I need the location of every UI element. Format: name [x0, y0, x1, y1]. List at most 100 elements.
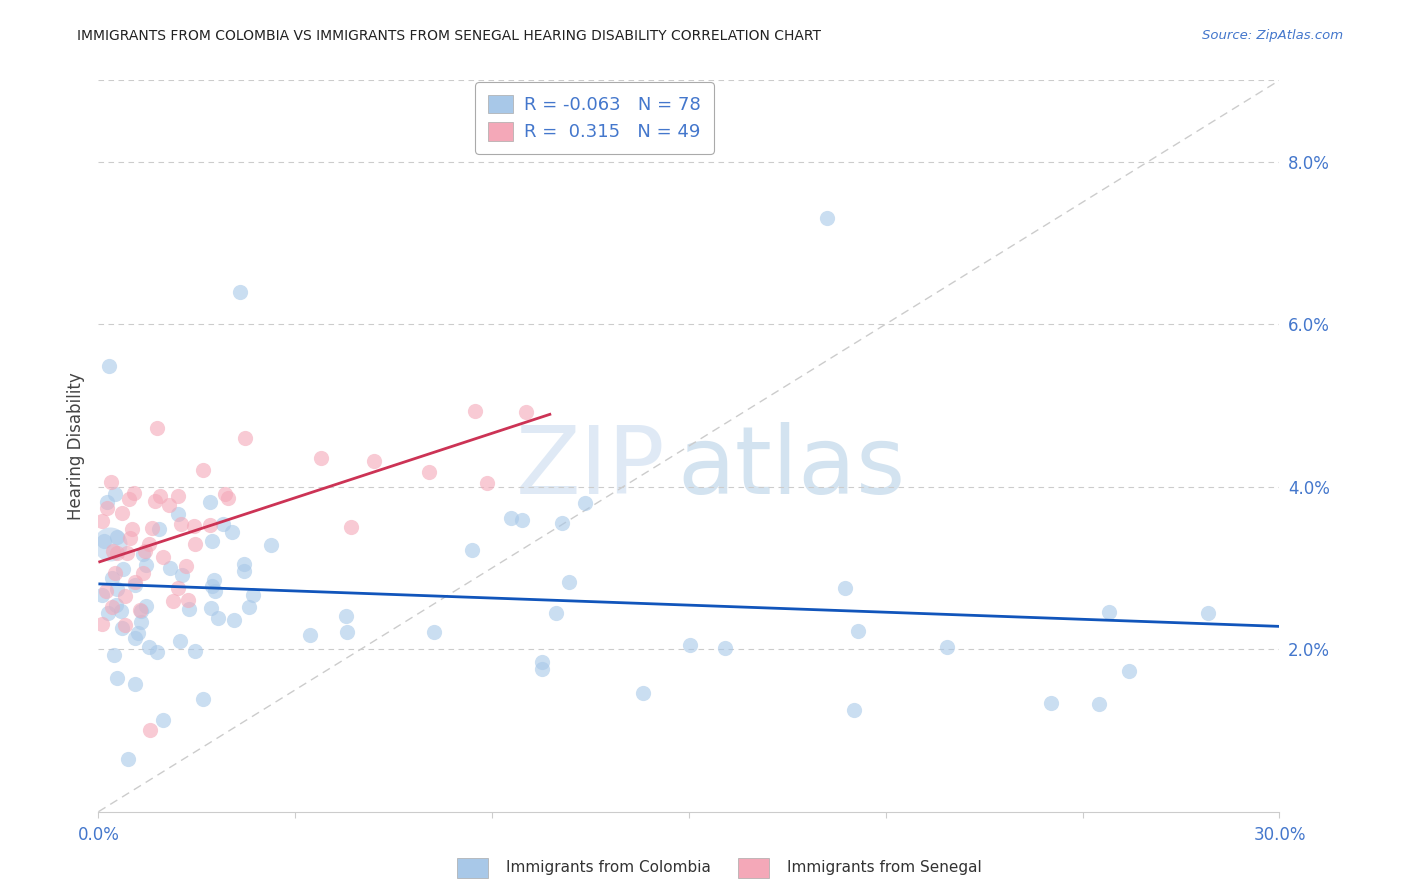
Point [111, 622, 134, 636]
Point [152, 713, 174, 727]
Point [159, 561, 181, 575]
Point [183, 519, 205, 533]
Point [242, 588, 264, 602]
Text: Source: ZipAtlas.com: Source: ZipAtlas.com [1202, 29, 1343, 42]
Point [460, 543, 482, 558]
Point [96, 501, 118, 516]
Point [1088, 697, 1111, 711]
Point [98, 359, 121, 373]
Point [678, 638, 700, 652]
Point [124, 578, 146, 592]
Point [152, 550, 174, 565]
Point [183, 644, 205, 658]
Point [170, 516, 193, 531]
Point [557, 575, 579, 590]
Y-axis label: Hearing Disability: Hearing Disability [66, 372, 84, 520]
Point [1197, 606, 1219, 620]
Point [815, 211, 838, 226]
Point [145, 645, 167, 659]
Point [551, 516, 574, 530]
Point [167, 581, 190, 595]
Point [114, 617, 136, 632]
Point [221, 525, 243, 540]
Point [148, 522, 170, 536]
Point [714, 641, 737, 656]
Text: atlas: atlas [678, 422, 905, 514]
Text: Immigrants from Senegal: Immigrants from Senegal [787, 860, 983, 874]
Point [112, 562, 135, 576]
Point [118, 492, 141, 507]
Point [107, 530, 129, 544]
Point [103, 648, 125, 662]
Point [96, 606, 118, 620]
Point [110, 604, 132, 618]
Point [104, 566, 127, 580]
Point [138, 640, 160, 655]
Point [177, 601, 200, 615]
Point [846, 624, 869, 638]
Text: ZIP: ZIP [516, 422, 665, 514]
Point [93, 533, 115, 548]
Point [105, 582, 128, 597]
Point [1040, 696, 1063, 710]
Point [127, 626, 149, 640]
Point [162, 593, 184, 607]
Point [167, 507, 190, 521]
Point [1098, 605, 1121, 619]
Point [104, 487, 127, 501]
Point [340, 520, 363, 534]
Point [166, 489, 188, 503]
Point [122, 485, 145, 500]
Point [98, 536, 121, 550]
Point [94, 584, 117, 599]
Point [101, 599, 124, 614]
Point [546, 606, 568, 620]
Point [121, 522, 143, 536]
Point [135, 599, 157, 613]
Point [530, 662, 553, 676]
Point [124, 575, 146, 590]
Point [143, 494, 166, 508]
Point [834, 581, 856, 595]
Point [184, 537, 207, 551]
Point [132, 566, 155, 581]
Point [131, 547, 153, 561]
Point [105, 599, 128, 613]
Point [335, 624, 357, 639]
Point [114, 589, 136, 603]
Point [202, 573, 225, 587]
Point [464, 404, 486, 418]
Point [211, 517, 233, 532]
Point [124, 676, 146, 690]
Point [335, 609, 357, 624]
Point [201, 534, 224, 549]
Point [201, 579, 224, 593]
Point [363, 454, 385, 468]
Point [218, 491, 240, 506]
Point [129, 615, 152, 629]
Point [214, 487, 236, 501]
Point [124, 631, 146, 645]
Point [515, 404, 537, 418]
Point [422, 625, 444, 640]
Point [207, 610, 229, 624]
Point [229, 285, 252, 299]
Point [510, 513, 533, 527]
Point [129, 603, 152, 617]
Point [232, 564, 254, 578]
Text: IMMIGRANTS FROM COLOMBIA VS IMMIGRANTS FROM SENEGAL HEARING DISABILITY CORRELATI: IMMIGRANTS FROM COLOMBIA VS IMMIGRANTS F… [77, 29, 821, 43]
Point [198, 518, 221, 533]
Point [1118, 664, 1140, 678]
Point [204, 584, 226, 599]
Point [111, 506, 134, 520]
Point [100, 475, 122, 489]
Point [530, 655, 553, 669]
Point [157, 498, 180, 512]
Point [224, 613, 246, 627]
Point [177, 593, 200, 607]
Point [238, 600, 260, 615]
Legend: R = -0.063   N = 78, R =  0.315   N = 49: R = -0.063 N = 78, R = 0.315 N = 49 [475, 82, 713, 154]
Point [101, 544, 124, 558]
Point [101, 571, 124, 585]
Point [633, 686, 655, 700]
